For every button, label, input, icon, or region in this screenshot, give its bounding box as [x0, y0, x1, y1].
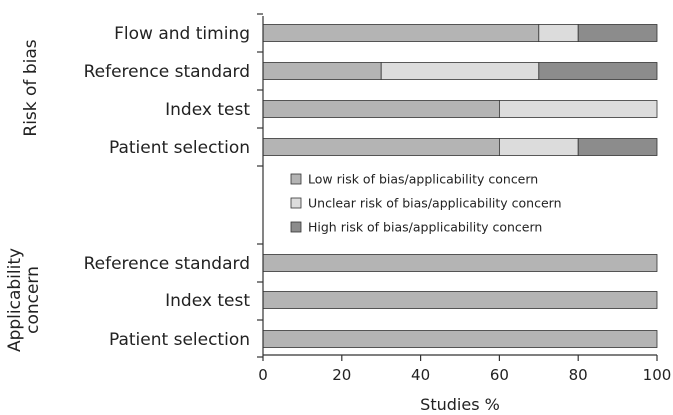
bar-segment	[380, 62, 540, 80]
x-tick-label: 80	[569, 366, 588, 384]
category-label: Patient selection	[109, 330, 250, 350]
x-axis-label: Studies %	[420, 395, 500, 414]
category-label: Index test	[165, 291, 250, 311]
legend-label: Unclear risk of bias/applicability conce…	[308, 196, 562, 211]
category-label: Reference standard	[84, 254, 250, 274]
category-label: Flow and timing	[114, 24, 250, 44]
bar-segment	[262, 138, 500, 156]
bar-segment	[498, 138, 579, 156]
x-tick-label: 60	[490, 366, 509, 384]
bar-segment	[262, 24, 540, 42]
x-tick-label: 40	[411, 366, 430, 384]
legend-swatch	[290, 221, 302, 233]
legend-label: High risk of bias/applicability concern	[308, 220, 542, 235]
bar-segment	[262, 100, 500, 118]
x-tick-label: 0	[258, 366, 268, 384]
bar-segment	[577, 138, 658, 156]
legend-swatch	[290, 197, 302, 209]
group-label-risk-of-bias: Risk of bias	[21, 39, 41, 136]
category-label: Patient selection	[109, 138, 250, 158]
bar-segment	[577, 24, 658, 42]
x-tick-label: 100	[643, 366, 672, 384]
bar-segment	[262, 291, 658, 309]
x-tick-label: 20	[332, 366, 351, 384]
bar-segment	[538, 62, 658, 80]
legend-swatch	[290, 173, 302, 185]
group-label-line: concern	[23, 266, 43, 334]
bar-segment	[262, 330, 658, 348]
bar-segment	[262, 254, 658, 272]
group-label-line: Applicability	[5, 248, 25, 352]
bar-segment	[498, 100, 658, 118]
category-label: Reference standard	[84, 62, 250, 82]
bar-segment	[538, 24, 579, 42]
bar-segment	[262, 62, 382, 80]
category-label: Index test	[165, 100, 250, 120]
group-label-applicability-concern: Applicabilityconcern	[5, 248, 43, 352]
legend-label: Low risk of bias/applicability concern	[308, 172, 538, 187]
